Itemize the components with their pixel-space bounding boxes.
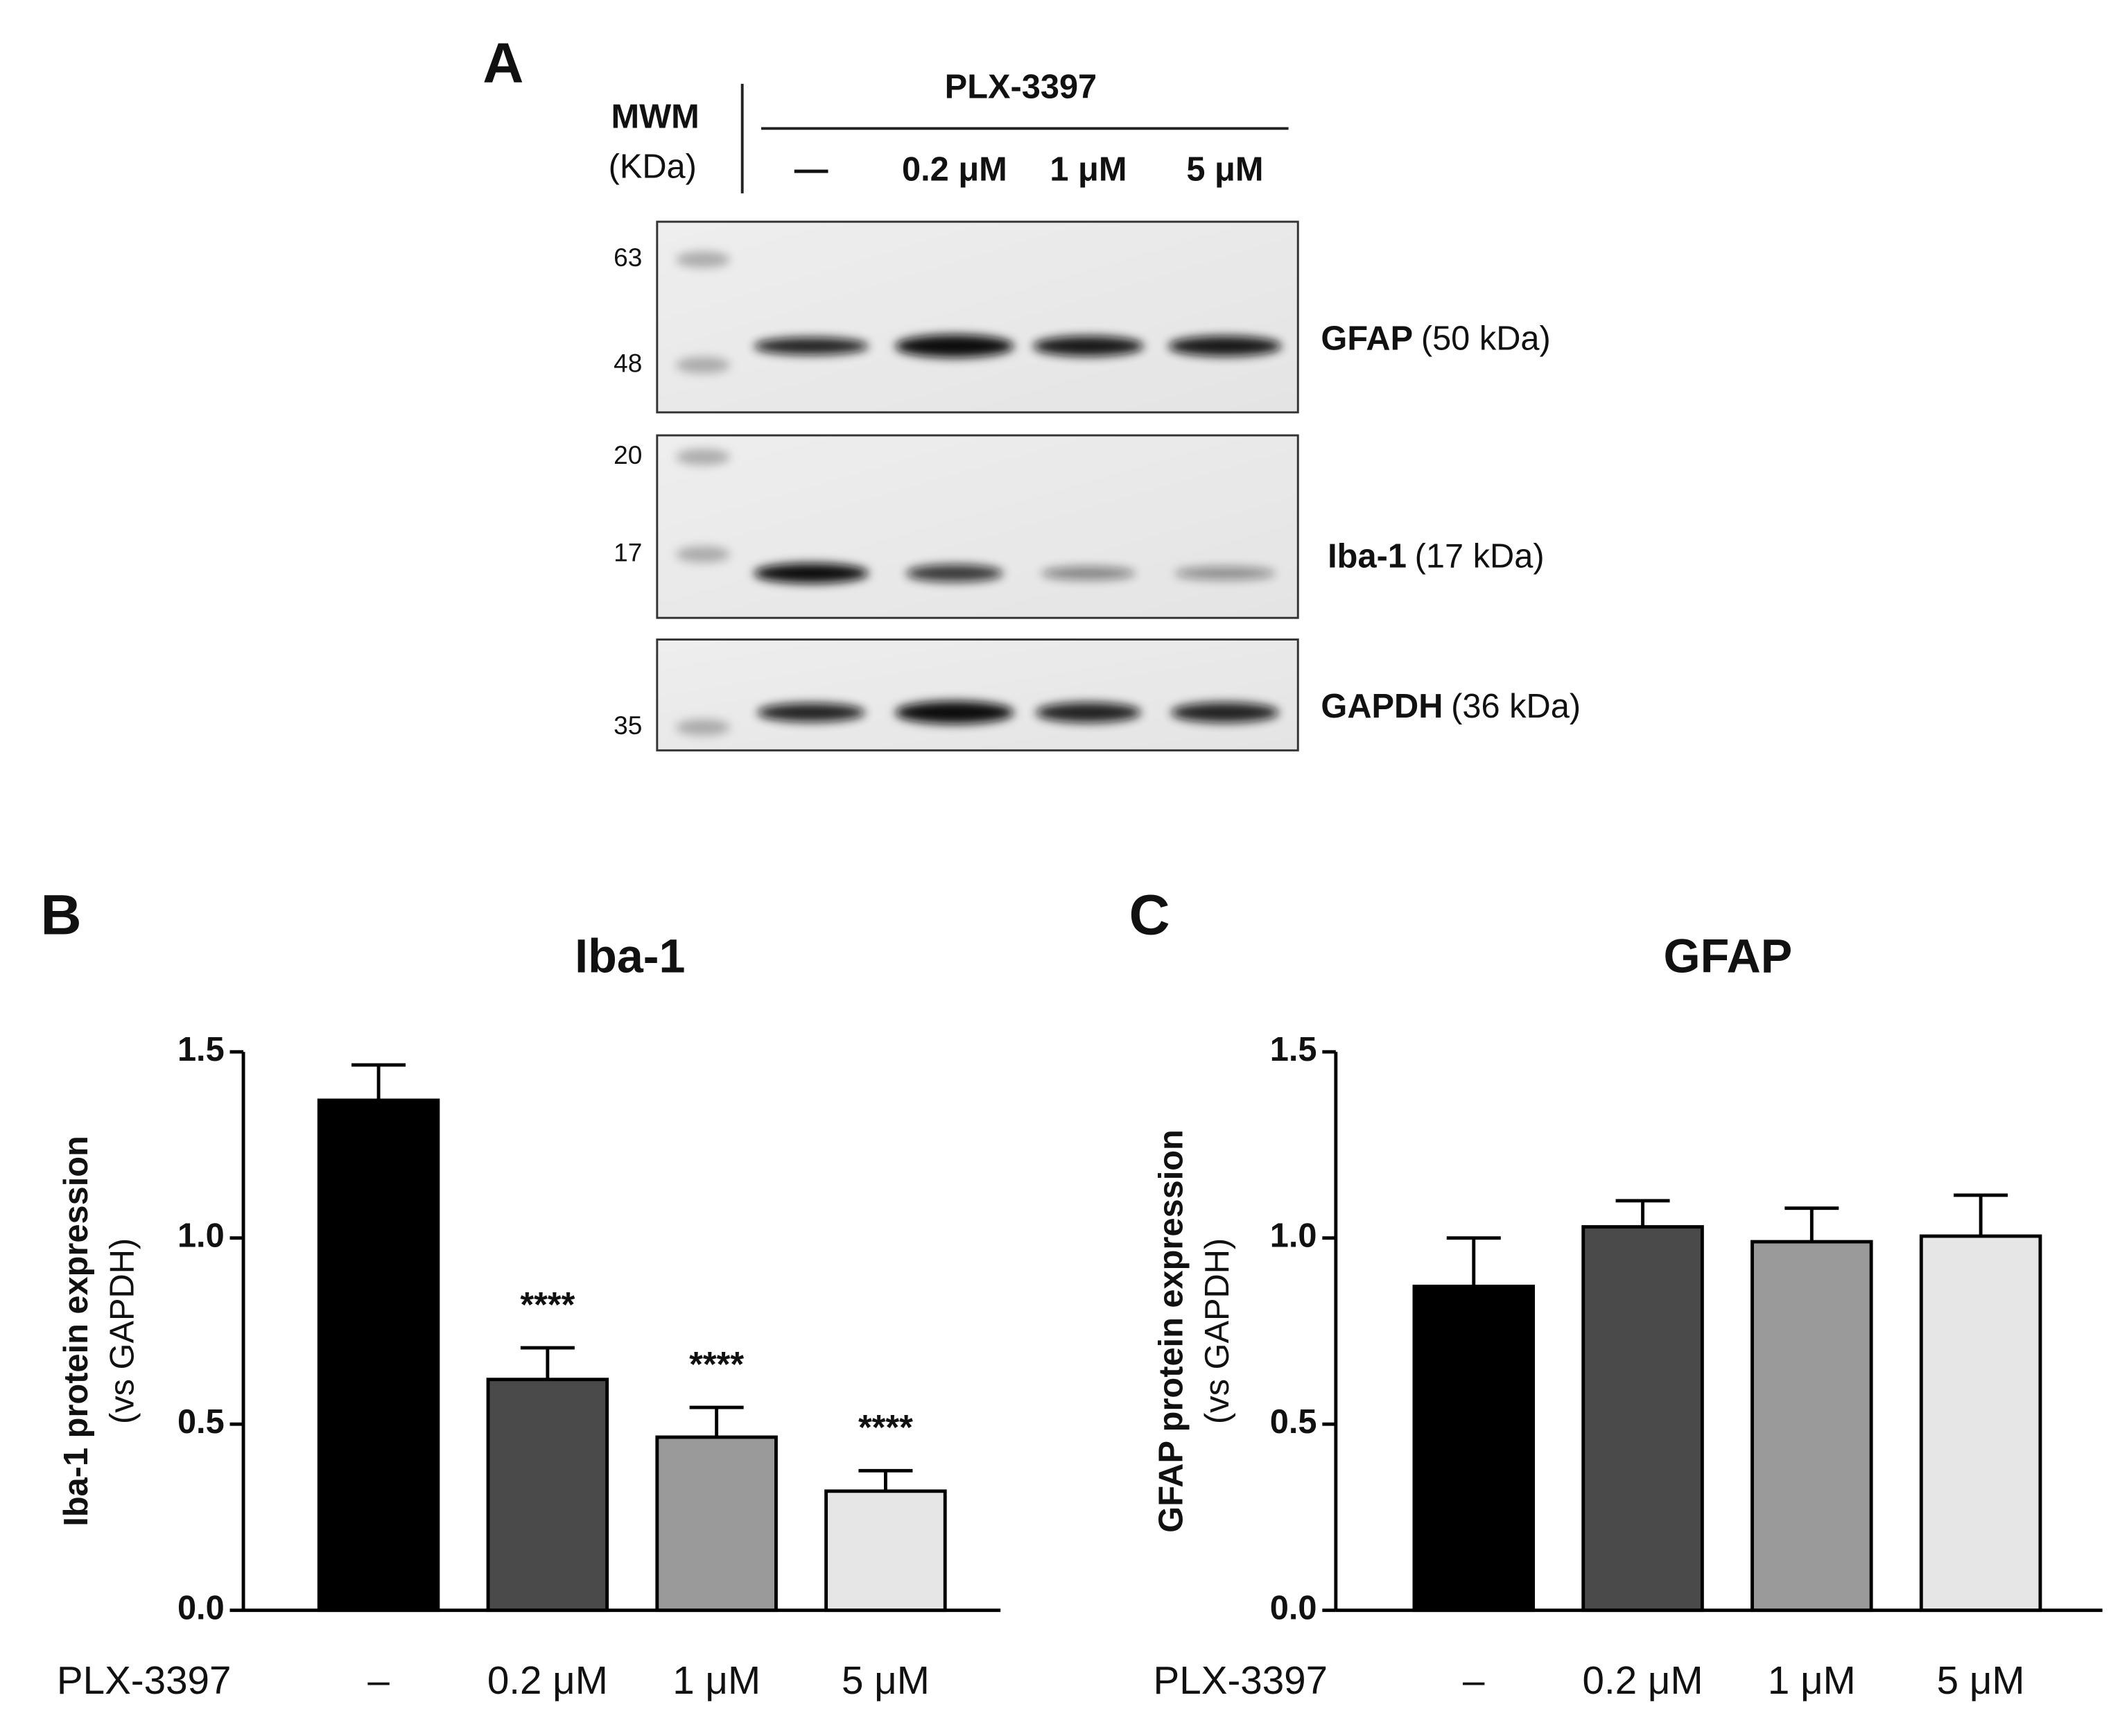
bar [1581,1225,1704,1613]
x-axis-label: PLX-3397 [57,1658,232,1702]
marker-label: 63 [614,243,642,272]
protein-size: (17 kDa) [1415,537,1545,575]
bar [1919,1234,2042,1613]
blot-band [757,703,866,722]
blot-membrane [656,434,1299,619]
marker-band [676,449,731,465]
y-tick-label: 1.0 [177,1217,225,1255]
blots: 63 48 GFAP (50 kDa) 20 17 Iba-1 (17 kDa) 35 GAPDH… [614,220,1581,752]
x-tick-label: – [367,1658,390,1702]
protein-name: GFAP [1321,320,1413,357]
y-tick-label: 0.0 [177,1590,225,1627]
blot-band [895,334,1014,358]
protein-name: GAPDH [1321,688,1443,725]
bar [1750,1240,1873,1613]
bar [1412,1285,1536,1613]
protein-label: Iba-1 (17 kDa) [1328,537,1544,575]
marker-band [676,356,731,374]
chart-title: Iba-1 [575,930,685,983]
lane-label: 0.2 μM [902,151,1007,189]
panel-label: C [1129,884,1170,947]
y-tick-label: 1.5 [177,1031,225,1068]
blot-band [1035,702,1142,723]
blot-band [1041,566,1136,580]
marker-label: 20 [614,440,642,469]
blot-band [1168,336,1282,356]
y-axis-label: GFAP protein expression [1153,1129,1190,1533]
y-axis-label: Iba-1 protein expression [58,1136,95,1526]
panel-label: A [483,32,523,95]
mwm-unit: (KDa) [609,148,697,186]
protein-label: GAPDH (36 kDa) [1321,688,1581,725]
protein-size: (50 kDa) [1421,320,1551,357]
panel-label: B [41,884,82,947]
mwm-label: MWM [611,98,700,135]
blot-band [905,564,1004,582]
significance-label: **** [858,1407,913,1447]
blot-band [754,337,869,355]
marker-label: 17 [614,537,642,566]
marker-label: 35 [614,711,642,740]
x-tick-label: 5 μM [842,1658,930,1702]
bar [317,1098,440,1613]
x-tick-label: 0.2 μM [487,1658,608,1702]
x-tick-label: 0.2 μM [1583,1658,1703,1702]
blot-band [1032,336,1144,356]
marker-band [676,251,731,268]
bar [824,1489,947,1613]
bar [486,1378,609,1613]
y-tick-label: 1.5 [1270,1031,1317,1068]
x-axis-label: PLX-3397 [1154,1658,1328,1702]
protein-size: (36 kDa) [1451,688,1581,725]
marker-band [676,546,731,563]
blot-membrane [656,220,1299,414]
y-tick-label: 1.0 [1270,1217,1317,1255]
protein-name: Iba-1 [1328,537,1407,575]
x-tick-label: 1 μM [672,1658,761,1702]
blot-band [1174,566,1276,580]
x-tick-label: 5 μM [1937,1658,2025,1702]
y-axis-sublabel: (vs GAPDH) [103,1238,141,1424]
significance-label: **** [520,1285,575,1324]
y-axis-sublabel: (vs GAPDH) [1199,1238,1236,1424]
treatment-label: PLX-3397 [945,69,1097,106]
protein-label: GFAP (50 kDa) [1321,320,1550,357]
lane-label: 5 μM [1186,151,1263,189]
blot-band [1170,702,1279,723]
marker-band [676,719,731,736]
y-tick-label: 0.5 [177,1403,225,1441]
x-tick-label: 1 μM [1768,1658,1856,1702]
lane-label: 1 μM [1050,151,1127,189]
lane-label: — [794,151,828,189]
blot-band [754,563,869,584]
blot-band [895,701,1014,724]
blot-membrane [656,638,1299,752]
significance-label: **** [689,1344,744,1384]
y-tick-label: 0.0 [1270,1590,1317,1627]
x-tick-label: – [1463,1658,1485,1702]
marker-label: 48 [614,348,642,377]
y-tick-label: 0.5 [1270,1403,1317,1441]
chart-title: GFAP [1664,930,1793,983]
bar [655,1435,778,1613]
